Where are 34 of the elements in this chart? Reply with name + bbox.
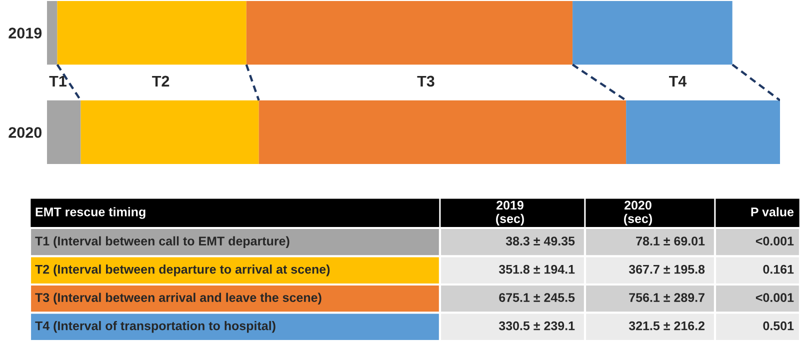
bar — [47, 100, 81, 164]
series-label: T1 — [49, 76, 66, 86]
text: EMT rescue timing — [36, 207, 146, 219]
series-label: T2 — [152, 76, 170, 86]
bar — [572, 0, 732, 65]
text: 38.3 ± 49.35 — [506, 236, 575, 246]
bar — [80, 100, 259, 164]
text: 675.1 ± 245.5 — [499, 293, 575, 302]
series-label: T4 — [669, 76, 687, 86]
bar — [258, 100, 626, 164]
text: <0.001 — [756, 293, 794, 302]
text: 2019 (sec) — [496, 200, 524, 226]
y-tick-label: 2020 — [8, 127, 42, 138]
text: 2020 (sec) — [624, 200, 652, 226]
text: 367.7 ± 195.8 — [628, 264, 705, 274]
text: 756.1 ± 289.7 — [629, 293, 704, 302]
text: T2 (Interval between departure to arrival at scene) — [35, 264, 330, 276]
y-tick-label: 2019 — [8, 28, 42, 38]
bar — [47, 0, 58, 65]
text: 0.161 — [763, 264, 794, 274]
bar — [246, 0, 573, 65]
text: T3 (Interval between arrival and leave the scene) — [35, 292, 322, 304]
text: 351.8 ± 194.1 — [498, 264, 575, 274]
series-label: T3 — [417, 76, 434, 87]
bar — [57, 0, 246, 65]
text: <0.001 — [756, 236, 794, 246]
bar — [626, 100, 780, 164]
text: T4 (Interval of transportation to hospital) — [35, 321, 276, 333]
text: 78.1 ± 69.01 — [636, 236, 705, 246]
text: 330.5 ± 239.1 — [498, 321, 575, 330]
text: 321.5 ± 216.2 — [628, 321, 705, 330]
text: P value — [751, 207, 794, 216]
text: T1 (Interval between call to EMT departure) — [35, 236, 290, 248]
text: 0.501 — [763, 321, 794, 330]
